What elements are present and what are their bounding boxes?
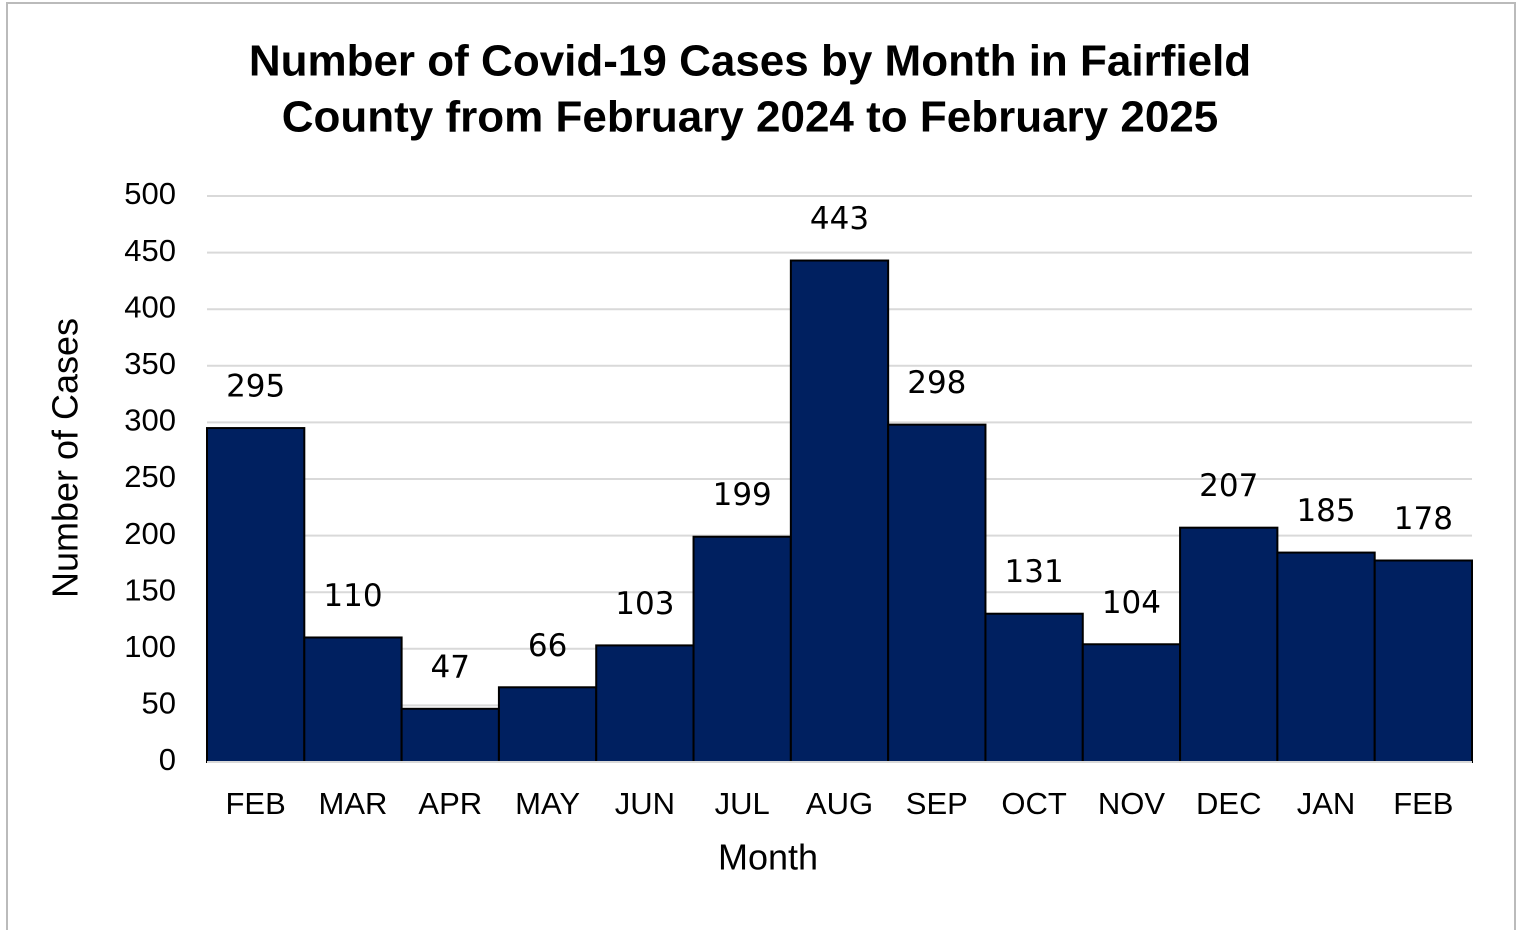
bar (400, 707, 500, 764)
x-tick-label: DEC (1196, 786, 1261, 821)
data-label: 110 (323, 578, 382, 614)
bar (497, 686, 598, 764)
x-tick-label: JUN (615, 786, 675, 821)
data-label: 207 (1199, 468, 1258, 504)
y-tick-label: 500 (124, 176, 176, 211)
bar (206, 427, 306, 763)
y-tick-label: 200 (124, 516, 176, 551)
bar (595, 644, 695, 763)
data-label: 185 (1296, 493, 1355, 529)
x-tick-label: APR (418, 786, 482, 821)
x-tick-label: SEP (906, 786, 968, 821)
bar (887, 423, 987, 763)
y-tick-label: 450 (124, 233, 176, 268)
y-tick-label: 50 (142, 686, 176, 721)
x-tick-label: JUL (715, 786, 770, 821)
data-label: 66 (528, 628, 567, 664)
data-label: 103 (615, 586, 674, 622)
x-tick-label: MAY (515, 786, 580, 821)
y-tick-label: 0 (159, 742, 176, 777)
y-tick-label: 350 (124, 346, 176, 381)
x-axis-title: Month (718, 837, 818, 878)
x-tick-label: MAR (319, 786, 388, 821)
bar (789, 259, 890, 763)
data-label: 47 (431, 649, 470, 685)
data-label: 104 (1102, 585, 1161, 621)
data-label: 295 (226, 369, 285, 405)
bar (1179, 526, 1279, 764)
x-tick-label: FEB (1393, 786, 1453, 821)
x-tick-label: OCT (1001, 786, 1067, 821)
x-tick-label: AUG (806, 786, 873, 821)
data-label: 178 (1394, 501, 1453, 537)
bar (692, 535, 792, 763)
bar (984, 612, 1084, 764)
data-label: 199 (713, 477, 772, 513)
bar (1276, 551, 1376, 764)
y-tick-label: 100 (124, 629, 176, 664)
chart-title-line: County from February 2024 to February 20… (282, 93, 1219, 142)
data-label: 443 (810, 201, 869, 237)
x-tick-label: JAN (1297, 786, 1356, 821)
chart-title-line: Number of Covid-19 Cases by Month in Fai… (249, 37, 1251, 86)
bar (303, 636, 403, 763)
y-tick-label: 300 (124, 403, 176, 438)
y-tick-label: 150 (124, 572, 176, 607)
y-tick-label: 400 (124, 289, 176, 324)
data-label: 131 (1005, 554, 1064, 590)
x-tick-label: NOV (1098, 786, 1166, 821)
y-tick-label: 250 (124, 459, 176, 494)
bar (1081, 643, 1182, 763)
x-tick-label: FEB (226, 786, 286, 821)
data-label: 298 (907, 365, 966, 401)
y-axis-title: Number of Cases (45, 318, 86, 598)
bar (1373, 559, 1473, 764)
